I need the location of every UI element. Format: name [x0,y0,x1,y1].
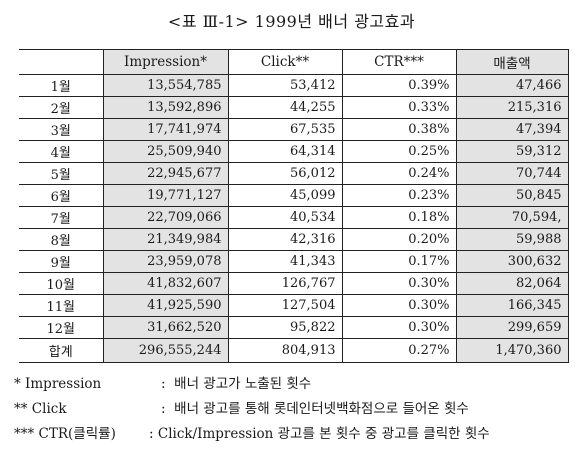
impression-cell: 21,349,984 [102,228,229,251]
sales-cell: 70,594, [455,206,569,229]
footnote-separator: : [161,401,166,417]
table-row: 12월 31,662,520 95,822 0.30% 299,659 [19,316,569,339]
click-cell: 126,767 [227,272,343,295]
table-row: 2월 13,592,896 44,255 0.33% 215,316 [19,96,569,119]
click-cell: 56,012 [227,162,343,185]
click-cell: 42,316 [227,228,343,251]
total-impression-cell: 296,555,244 [102,338,229,363]
impression-cell: 19,771,127 [102,184,229,207]
ctr-cell: 0.25% [341,140,457,163]
month-cell: 8월 [19,228,104,251]
footnote-click: ** Click: 배너 광고를 통해 롯데인터넷백화점으로 들어온 횟수 [14,397,490,422]
ctr-cell: 0.30% [341,294,457,317]
footnote-impression: * Impression: 배너 광고가 노출된 횟수 [14,372,490,397]
sales-cell: 47,466 [455,74,569,97]
table-row: 7월 22,709,066 40,534 0.18% 70,594, [19,206,569,229]
impression-cell: 25,509,940 [102,140,229,163]
impression-cell: 13,554,785 [102,74,229,97]
table-row: 5월 22,945,677 56,012 0.24% 70,744 [19,162,569,185]
month-cell: 1월 [19,74,104,97]
click-cell: 41,343 [227,250,343,273]
impression-cell: 22,709,066 [102,206,229,229]
table-row: 1월 13,554,785 53,412 0.39% 47,466 [19,74,569,97]
table-title: <표 Ⅲ-1> 1999년 배너 광고효과 [167,12,416,31]
month-cell: 3월 [19,118,104,141]
sales-cell: 215,316 [455,96,569,119]
month-cell: 5월 [19,162,104,185]
footnote-text: 배너 광고가 노출된 횟수 [174,376,312,392]
footnote-separator: : [161,376,166,392]
ctr-cell: 0.24% [341,162,457,185]
footnote-key: * Impression [14,376,102,392]
table-header-row: Impression* Click** CTR*** 매출액 [19,49,569,75]
month-cell: 10월 [19,272,104,295]
table-row: 9월 23,959,078 41,343 0.17% 300,632 [19,250,569,273]
table-row: 11월 41,925,590 127,504 0.30% 166,345 [19,294,569,317]
month-cell: 2월 [19,96,104,119]
impression-cell: 17,741,974 [102,118,229,141]
total-ctr-cell: 0.27% [341,338,457,363]
ctr-cell: 0.18% [341,206,457,229]
footnotes: * Impression: 배너 광고가 노출된 횟수 ** Click: 배너… [14,372,490,447]
click-cell: 40,534 [227,206,343,229]
table-row: 10월 41,832,607 126,767 0.30% 82,064 [19,272,569,295]
banner-effect-table: Impression* Click** CTR*** 매출액 1월 13,554,… [19,49,569,363]
ctr-cell: 0.38% [341,118,457,141]
ctr-cell: 0.20% [341,228,457,251]
click-cell: 127,504 [227,294,343,317]
month-cell: 6월 [19,184,104,207]
sales-cell: 300,632 [455,250,569,273]
impression-cell: 31,662,520 [102,316,229,339]
sales-cell: 50,845 [455,184,569,207]
sales-cell: 47,394 [455,118,569,141]
ctr-cell: 0.17% [341,250,457,273]
header-impression: Impression* [102,49,229,75]
ctr-cell: 0.23% [341,184,457,207]
table-row: 8월 21,349,984 42,316 0.20% 59,988 [19,228,569,251]
click-cell: 44,255 [227,96,343,119]
impression-cell: 41,925,590 [102,294,229,317]
ctr-cell: 0.30% [341,272,457,295]
impression-cell: 41,832,607 [102,272,229,295]
month-cell: 7월 [19,206,104,229]
sales-cell: 70,744 [455,162,569,185]
month-cell: 4월 [19,140,104,163]
footnote-key: *** CTR(클릭률) [14,426,116,442]
footnote-text: 배너 광고를 통해 롯데인터넷백화점으로 들어온 횟수 [174,401,469,417]
click-cell: 53,412 [227,74,343,97]
header-click: Click** [227,49,343,75]
click-cell: 45,099 [227,184,343,207]
footnote-key: ** Click [14,401,67,417]
footnote-separator: : [149,426,154,442]
impression-cell: 22,945,677 [102,162,229,185]
click-cell: 64,314 [227,140,343,163]
month-cell: 9월 [19,250,104,273]
sales-cell: 59,312 [455,140,569,163]
total-label-cell: 합계 [19,338,104,363]
impression-cell: 23,959,078 [102,250,229,273]
impression-cell: 13,592,896 [102,96,229,119]
sales-cell: 166,345 [455,294,569,317]
total-click-cell: 804,913 [227,338,343,363]
header-corner [19,49,104,75]
click-cell: 95,822 [227,316,343,339]
header-ctr: CTR*** [341,49,457,75]
sales-cell: 82,064 [455,272,569,295]
footnote-text: Click/Impression 광고를 본 횟수 중 광고를 클릭한 횟수 [157,426,490,442]
header-sales: 매출액 [455,49,569,75]
table-row: 4월 25,509,940 64,314 0.25% 59,312 [19,140,569,163]
month-cell: 11월 [19,294,104,317]
ctr-cell: 0.30% [341,316,457,339]
click-cell: 67,535 [227,118,343,141]
table-row: 3월 17,741,974 67,535 0.38% 47,394 [19,118,569,141]
total-sales-cell: 1,470,360 [455,338,569,363]
month-cell: 12월 [19,316,104,339]
sales-cell: 59,988 [455,228,569,251]
ctr-cell: 0.33% [341,96,457,119]
table-row: 6월 19,771,127 45,099 0.23% 50,845 [19,184,569,207]
footnote-ctr: *** CTR(클릭률): Click/Impression 광고를 본 횟수 … [14,422,490,447]
sales-cell: 299,659 [455,316,569,339]
table-total-row: 합계 296,555,244 804,913 0.27% 1,470,360 [19,338,569,363]
ctr-cell: 0.39% [341,74,457,97]
